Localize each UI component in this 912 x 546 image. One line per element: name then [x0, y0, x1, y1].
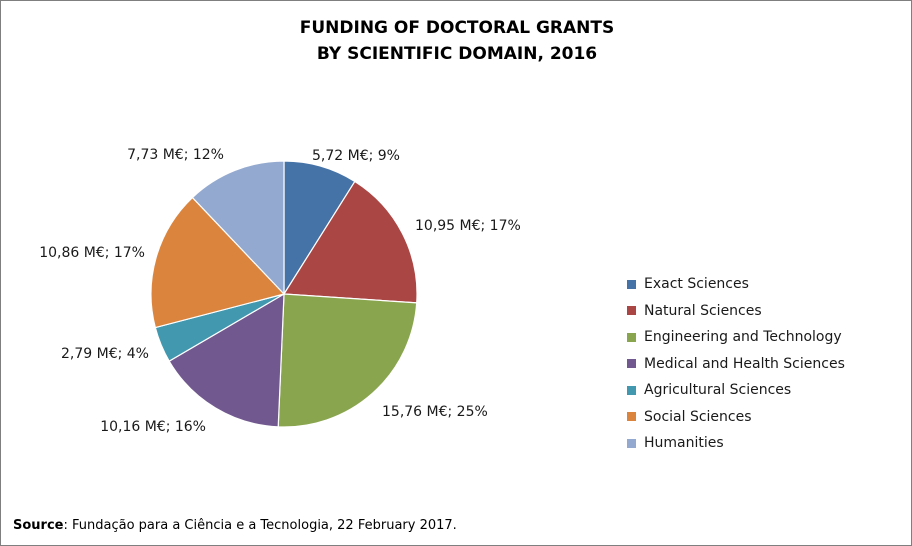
legend-item-medical-and-health-sciences: Medical and Health Sciences — [627, 351, 845, 378]
legend-item-agricultural-sciences: Agricultural Sciences — [627, 377, 845, 404]
legend-swatch — [627, 385, 636, 395]
pie-slice-natural-sciences — [282, 180, 418, 304]
data-label-agricultural-sciences: 2,79 M€; 4% — [61, 346, 149, 362]
data-label-medical-and-health-sciences: 10,16 M€; 16% — [100, 419, 206, 435]
data-label-humanities: 7,73 M€; 12% — [127, 147, 224, 163]
title-line-2: BY SCIENTIFIC DOMAIN, 2016 — [316, 44, 598, 64]
legend-item-natural-sciences: Natural Sciences — [627, 298, 845, 325]
pie-slice-medical-and-health-sciences — [168, 292, 285, 428]
legend-swatch — [627, 332, 636, 342]
pie-slices — [150, 160, 418, 428]
source-note: Source: Fundação para a Ciência e a Tecn… — [13, 518, 457, 533]
pie-data-labels: 5,72 M€; 9% 10,95 M€; 17% 15,76 M€; 25% 10,… — [39, 147, 521, 435]
legend-swatch — [627, 306, 636, 316]
pie-slice-humanities — [191, 160, 285, 296]
pie-slice-social-sciences — [150, 196, 286, 329]
legend-item-humanities: Humanities — [627, 430, 845, 457]
legend: Exact Sciences Natural Sciences Engineerin… — [627, 271, 845, 457]
legend-swatch — [627, 412, 636, 422]
source-label: Source — [13, 518, 64, 533]
legend-label: Exact Sciences — [644, 276, 749, 293]
data-label-exact-sciences: 5,72 M€; 9% — [312, 148, 400, 164]
legend-label: Humanities — [644, 435, 724, 452]
data-label-social-sciences: 10,86 M€; 17% — [39, 245, 145, 261]
source-text: : Fundação para a Ciência e a Tecnologia… — [63, 518, 457, 533]
legend-swatch — [627, 279, 636, 289]
legend-label: Agricultural Sciences — [644, 382, 792, 399]
legend-item-engineering-and-technology: Engineering and Technology — [627, 324, 845, 351]
legend-label: Medical and Health Sciences — [644, 355, 845, 372]
data-label-engineering-and-technology: 15,76 M€; 25% — [382, 404, 488, 420]
data-label-natural-sciences: 10,95 M€; 17% — [415, 218, 521, 234]
pie-slice-engineering-and-technology — [277, 293, 418, 428]
title-line-1: FUNDING OF DOCTORAL GRANTS — [299, 18, 615, 38]
legend-label: Engineering and Technology — [644, 329, 842, 346]
legend-swatch — [627, 359, 636, 369]
chart-title: FUNDING OF DOCTORAL GRANTS BY SCIENTIFIC… — [1, 15, 911, 67]
legend-swatch — [627, 438, 636, 448]
legend-label: Social Sciences — [644, 408, 752, 425]
legend-label: Natural Sciences — [644, 302, 762, 319]
legend-item-social-sciences: Social Sciences — [627, 404, 845, 431]
legend-item-exact-sciences: Exact Sciences — [627, 271, 845, 298]
